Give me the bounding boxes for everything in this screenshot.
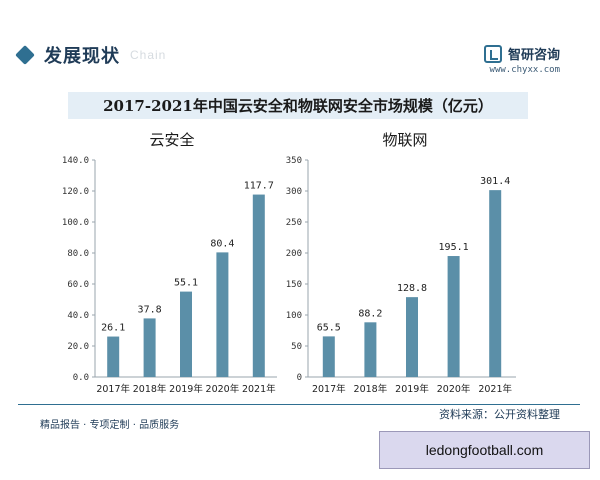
x-tick-label: 2020年: [437, 383, 471, 395]
x-tick-label: 2021年: [478, 383, 512, 395]
bar: [489, 190, 502, 377]
y-tick-label: 140.0: [62, 156, 89, 166]
data-label: 88.2: [358, 308, 382, 319]
bar: [216, 252, 229, 377]
x-tick-label: 2019年: [395, 383, 429, 395]
y-tick-label: 50: [291, 342, 302, 352]
brand-logo-icon: [483, 44, 502, 63]
y-tick-label: 100.0: [62, 218, 89, 228]
header: 发展现状 Chain 智研咨询 www.chyxx.com: [0, 0, 600, 82]
bar: [447, 256, 460, 377]
x-tick-label: 2017年: [96, 383, 130, 395]
y-tick-label: 200: [286, 249, 302, 259]
bar: [406, 297, 418, 377]
watermark-box: ledongfootball.com: [379, 431, 590, 469]
bar: [252, 194, 265, 377]
section-ghost-text: Chain: [130, 48, 167, 62]
x-tick-label: 2021年: [242, 383, 276, 395]
data-label: 128.8: [397, 283, 427, 294]
bar: [143, 318, 156, 377]
bar: [364, 322, 377, 377]
footer-divider: [18, 404, 580, 405]
chart-2-title: 物联网: [382, 131, 427, 149]
y-tick-label: 0.0: [73, 373, 89, 383]
y-tick-label: 250: [286, 218, 302, 228]
y-tick-label: 350: [286, 156, 302, 166]
brand: 智研咨询 www.chyxx.com: [483, 44, 560, 75]
data-label: 80.4: [210, 238, 234, 249]
x-tick-label: 2017年: [312, 383, 346, 395]
bar: [322, 336, 335, 377]
data-label: 26.1: [101, 323, 125, 334]
brand-url: www.chyxx.com: [489, 65, 560, 75]
y-tick-label: 300: [286, 187, 302, 197]
data-label: 195.1: [439, 242, 469, 253]
y-tick-label: 0: [297, 373, 302, 383]
y-tick-label: 20.0: [67, 342, 89, 352]
chart-title-bar: 2017-2021年中国云安全和物联网安全市场规模（亿元）: [68, 92, 528, 119]
section-heading: 发展现状 Chain: [15, 42, 167, 68]
data-source: 资料来源：公开资料整理: [439, 408, 560, 421]
data-label: 65.5: [317, 322, 341, 333]
bar: [107, 336, 120, 377]
data-label: 117.7: [244, 181, 274, 192]
x-tick-label: 2018年: [133, 383, 167, 395]
y-tick-label: 120.0: [62, 187, 89, 197]
bar: [180, 291, 192, 377]
data-label: 301.4: [480, 176, 510, 187]
x-tick-label: 2020年: [206, 383, 240, 395]
x-tick-label: 2019年: [169, 383, 203, 395]
y-tick-label: 60.0: [67, 280, 89, 290]
y-tick-label: 150: [286, 280, 302, 290]
brand-name: 智研咨询: [507, 48, 560, 63]
y-tick-label: 100: [286, 311, 302, 321]
data-label: 55.1: [174, 278, 198, 289]
y-tick-label: 40.0: [67, 311, 89, 321]
chart-main-title: 2017-2021年中国云安全和物联网安全市场规模（亿元）: [103, 97, 493, 115]
chart-1-title: 云安全: [149, 131, 194, 149]
x-tick-label: 2018年: [354, 383, 388, 395]
footer-slogan: 精品报告 · 专项定制 · 品质服务: [40, 420, 180, 431]
watermark-text: ledongfootball.com: [425, 442, 544, 458]
y-tick-label: 80.0: [67, 249, 89, 259]
section-title: 发展现状: [44, 46, 120, 67]
data-label: 37.8: [138, 304, 162, 315]
